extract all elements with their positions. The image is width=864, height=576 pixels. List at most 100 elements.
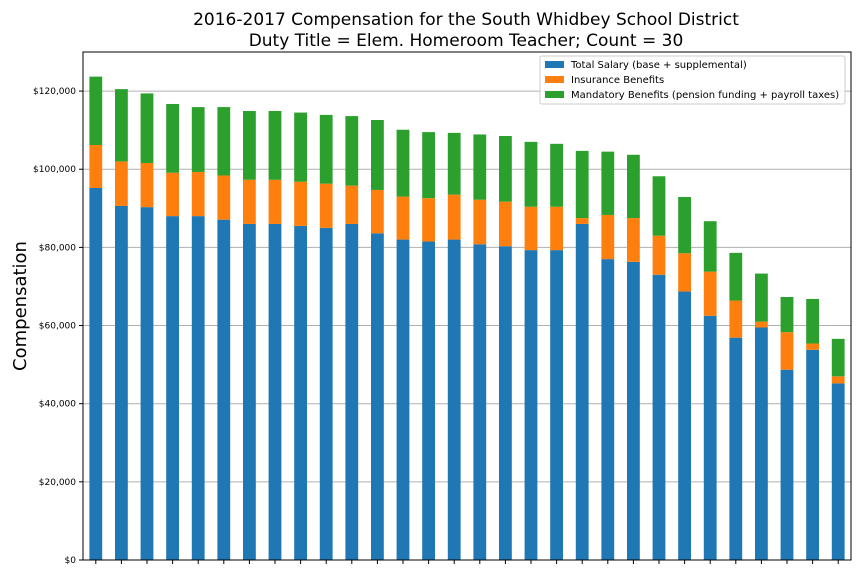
bar-segment-series-1 xyxy=(627,261,640,560)
legend: Total Salary (base + supplemental) Insura… xyxy=(539,55,846,105)
bar-segment-series-2 xyxy=(319,183,333,228)
bar-segment-series-3 xyxy=(422,132,435,199)
bar-segment-series-2 xyxy=(396,196,410,240)
bar-segment-series-3 xyxy=(806,298,819,344)
bar-segment-series-3 xyxy=(268,111,282,180)
bar-segment-series-3 xyxy=(524,141,538,207)
bar-segment-series-2 xyxy=(780,332,794,370)
bar-segment-series-2 xyxy=(345,185,359,224)
bar-segment-series-3 xyxy=(371,119,384,190)
y-tick-label: $40,000 xyxy=(39,400,76,410)
y-axis-label: Compensation xyxy=(10,241,31,371)
bar-segment-series-2 xyxy=(524,206,538,251)
bar-segment-series-3 xyxy=(575,150,589,219)
legend-swatch xyxy=(545,61,564,68)
legend-entry-label: Mandatory Benefits (pension funding + pa… xyxy=(571,90,839,101)
bar-segment-series-3 xyxy=(345,116,359,186)
chart-title: 2016-2017 Compensation for the South Whi… xyxy=(193,10,739,51)
y-tick-label: $120,000 xyxy=(33,87,76,97)
plot-frame xyxy=(82,51,852,561)
title-line-1: 2016-2017 Compensation for the South Whi… xyxy=(193,10,739,30)
bar-segment-series-3 xyxy=(780,297,794,333)
bar-segment-series-2 xyxy=(601,214,615,260)
bar-segment-series-1 xyxy=(447,239,461,561)
bar-segment-series-3 xyxy=(447,132,461,195)
bar-segment-series-1 xyxy=(780,369,794,560)
bar-segment-series-2 xyxy=(575,218,589,224)
bar-segment-series-1 xyxy=(806,349,819,560)
bar-segment-series-1 xyxy=(396,239,410,561)
bar-segment-series-3 xyxy=(499,136,512,202)
bar-segment-series-1 xyxy=(89,187,103,561)
bar-segment-series-1 xyxy=(601,259,615,560)
y-tick-label: $80,000 xyxy=(39,243,76,253)
bar-segment-series-2 xyxy=(217,175,231,220)
bar-segment-series-1 xyxy=(115,205,128,560)
bar-segment-series-2 xyxy=(89,145,103,188)
y-tick-label: $100,000 xyxy=(33,165,76,175)
title-line-2: Duty Title = Elem. Homeroom Teacher; Cou… xyxy=(249,31,684,51)
bar-segment-series-2 xyxy=(473,199,487,245)
bar-segment-series-3 xyxy=(601,151,615,215)
bar-segment-series-2 xyxy=(678,253,691,292)
bar-segment-series-3 xyxy=(703,221,717,272)
bars xyxy=(89,76,845,561)
bar-segment-series-3 xyxy=(294,112,307,182)
bar-segment-series-3 xyxy=(89,76,103,146)
bar-segment-series-2 xyxy=(371,189,384,234)
bar-segment-series-1 xyxy=(652,274,666,560)
bar-segment-series-3 xyxy=(319,114,333,184)
bar-segment-series-3 xyxy=(473,134,487,200)
bar-segment-series-2 xyxy=(755,321,768,328)
bar-segment-series-2 xyxy=(627,218,640,262)
bar-segment-series-2 xyxy=(191,171,205,217)
bar-segment-series-3 xyxy=(396,129,410,197)
bar-segment-series-1 xyxy=(268,223,282,560)
bar-segment-series-3 xyxy=(243,111,256,180)
bar-segment-series-1 xyxy=(191,216,205,560)
legend-swatch xyxy=(545,76,564,83)
bar-segment-series-1 xyxy=(524,250,538,560)
bar-segment-series-2 xyxy=(243,179,256,224)
bar-segment-series-1 xyxy=(678,291,691,560)
bar-segment-series-1 xyxy=(729,337,743,560)
bar-segment-series-1 xyxy=(217,219,231,560)
bar-segment-series-2 xyxy=(703,271,717,316)
bar-segment-series-3 xyxy=(191,107,205,172)
bar-segment-series-1 xyxy=(755,327,768,560)
bar-segment-series-3 xyxy=(115,89,128,162)
bar-segment-series-3 xyxy=(755,273,768,322)
bar-segment-series-2 xyxy=(729,300,743,338)
y-tick-label: $0 xyxy=(65,556,77,566)
legend-entry-label: Total Salary (base + supplemental) xyxy=(570,60,747,71)
legend-swatch xyxy=(545,91,564,98)
bar-segment-series-3 xyxy=(627,154,640,219)
y-tick-label: $60,000 xyxy=(39,322,76,332)
bar-segment-series-2 xyxy=(499,201,512,247)
bar-segment-series-1 xyxy=(499,246,512,560)
bar-segment-series-1 xyxy=(703,315,717,560)
bar-segment-series-2 xyxy=(140,162,154,208)
bar-segment-series-3 xyxy=(831,338,845,377)
bar-segment-series-3 xyxy=(678,196,691,254)
bar-segment-series-2 xyxy=(115,161,128,206)
legend-box xyxy=(539,55,846,105)
bar-segment-series-1 xyxy=(473,244,487,560)
bar-segment-series-2 xyxy=(268,179,282,224)
bar-segment-series-1 xyxy=(243,223,256,560)
bar-segment-series-2 xyxy=(422,198,435,242)
bar-segment-series-1 xyxy=(345,223,359,560)
bar-segment-series-1 xyxy=(166,216,179,560)
bar-segment-series-3 xyxy=(217,107,231,176)
bar-segment-series-1 xyxy=(371,233,384,560)
bar-segment-series-1 xyxy=(319,227,333,560)
bar-segment-series-2 xyxy=(166,172,179,217)
bar-segment-series-1 xyxy=(575,223,589,560)
bar-segment-series-1 xyxy=(831,383,845,560)
bar-segment-series-3 xyxy=(166,103,179,173)
bar-segment-series-3 xyxy=(729,252,743,301)
bar-segment-series-3 xyxy=(140,93,154,163)
legend-entry-label: Insurance Benefits xyxy=(571,75,664,86)
gridlines xyxy=(83,90,851,561)
